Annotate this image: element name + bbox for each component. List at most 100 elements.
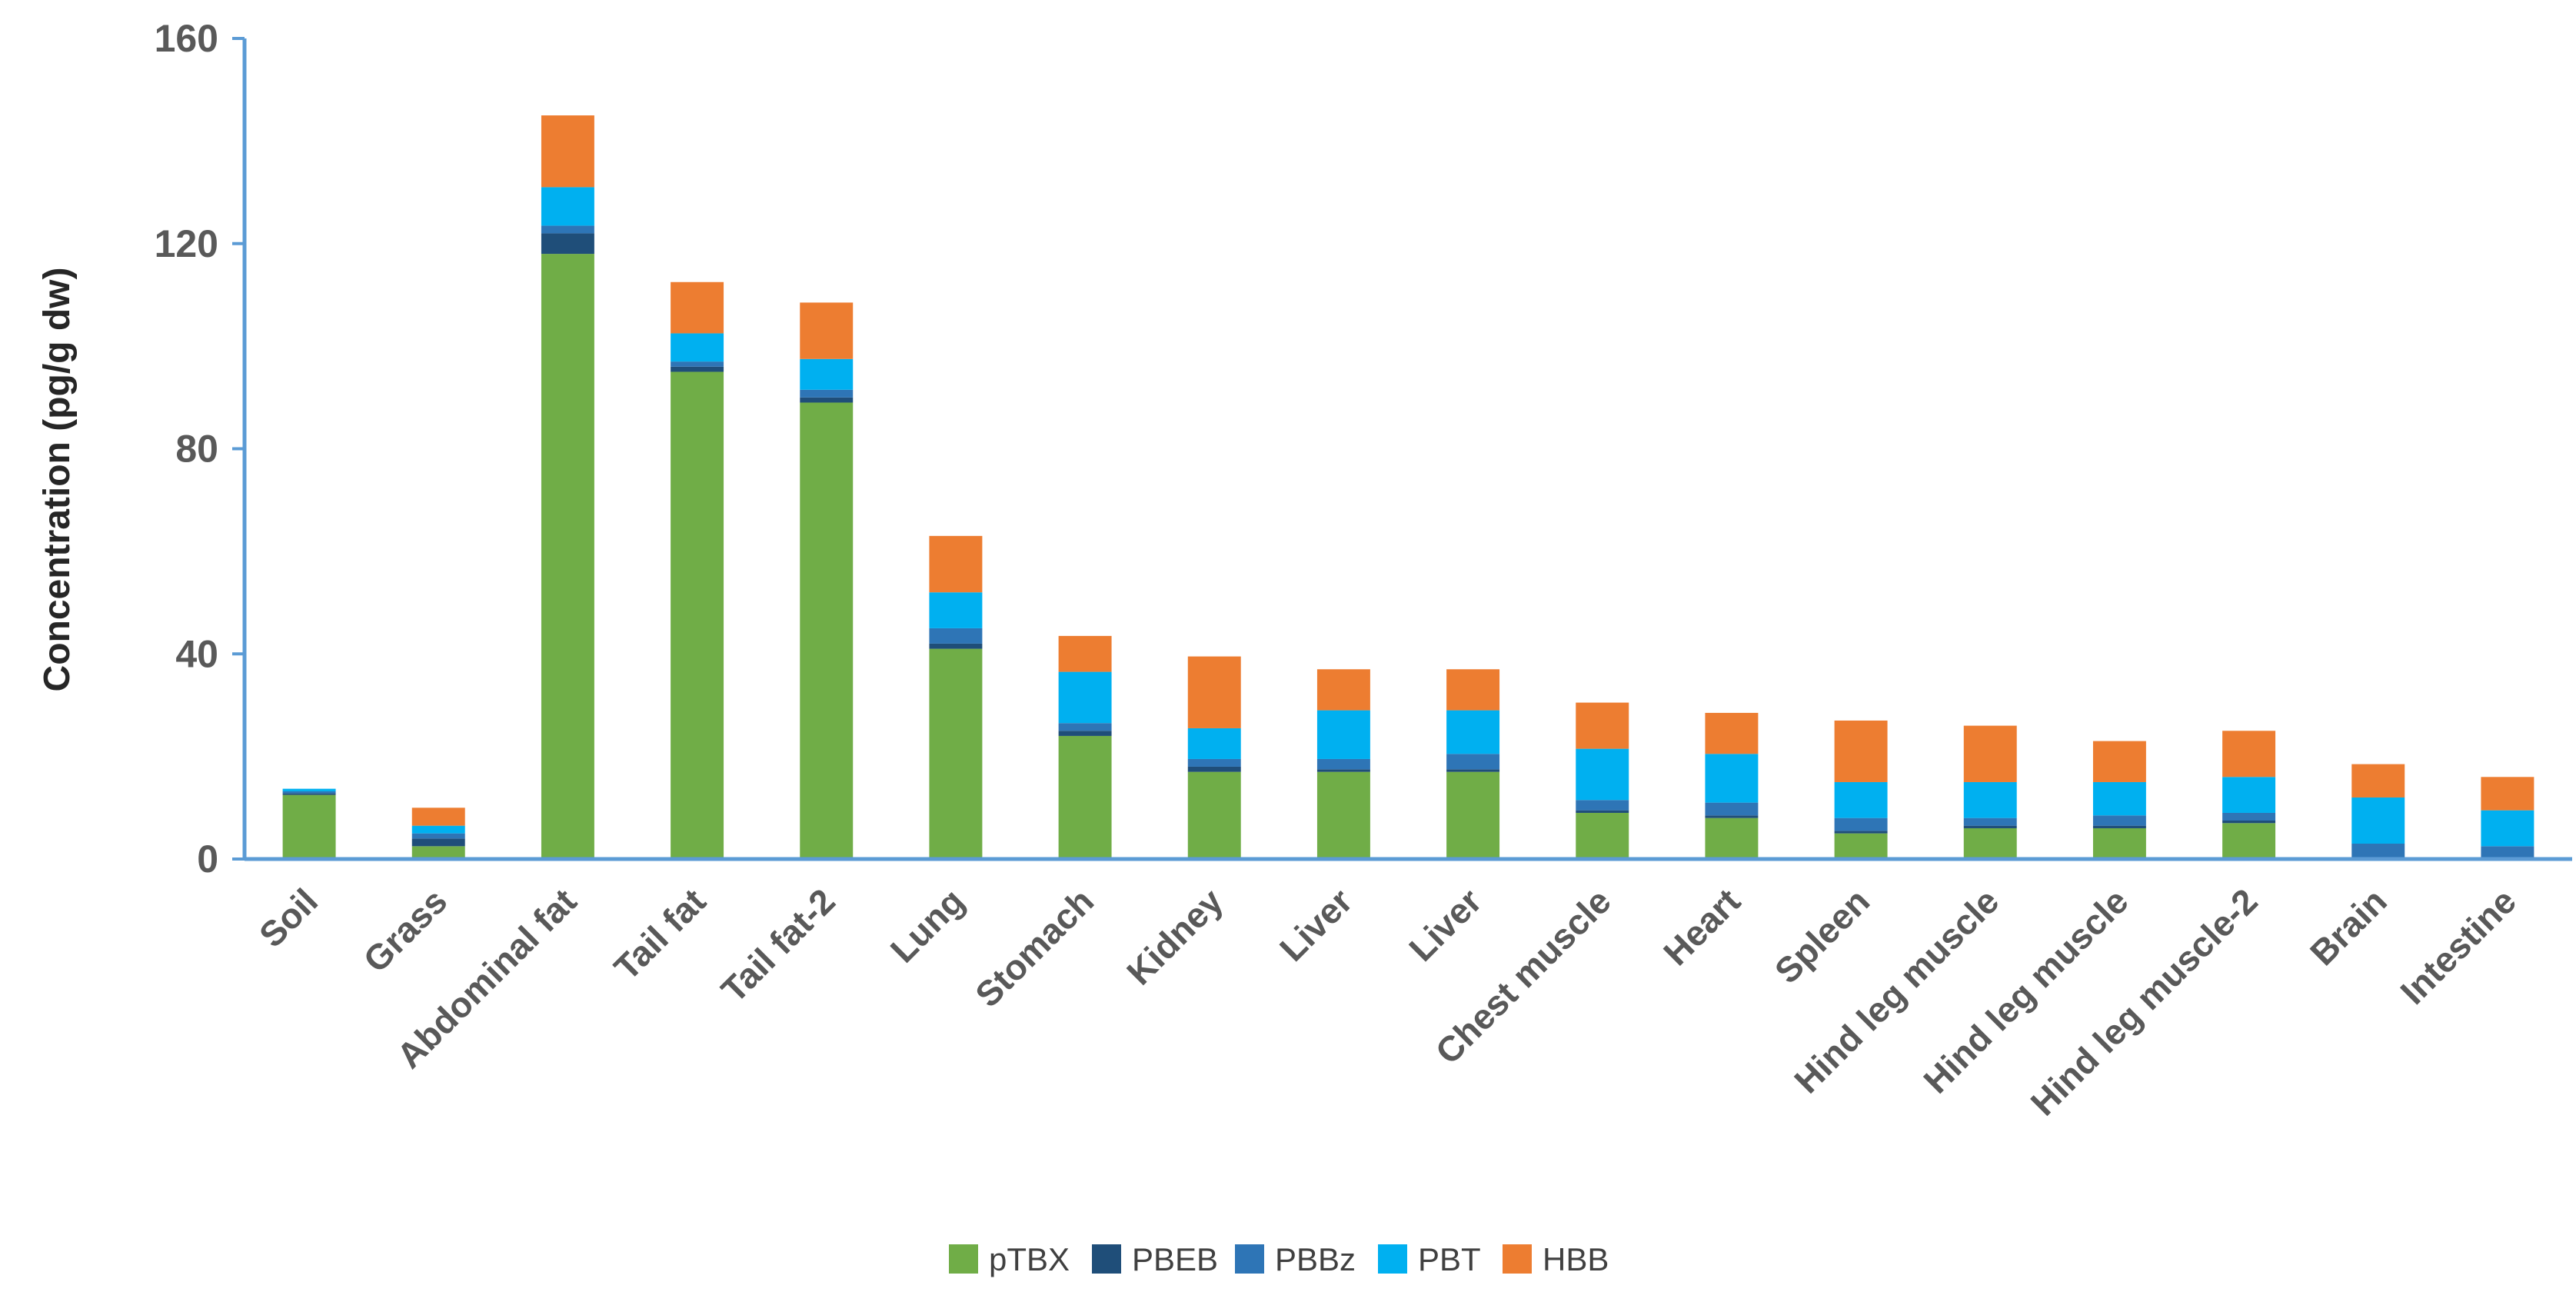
bar-stack <box>1058 635 1112 859</box>
bar-stack <box>1576 702 1629 859</box>
legend-label: PBBz <box>1275 1241 1356 1277</box>
bar-segment <box>1316 669 1370 711</box>
bar-stack <box>2222 731 2276 859</box>
bar-segment <box>1705 802 1759 816</box>
bar-segment <box>1058 735 1112 859</box>
bar-segment <box>929 648 983 859</box>
bar-segment <box>800 402 854 859</box>
legend: pTBX PBEB PBBz PBT HBB <box>949 1241 1609 1277</box>
legend-swatch <box>1378 1244 1407 1274</box>
bar-stack <box>1963 725 2017 859</box>
bar-stack <box>282 788 336 859</box>
legend-swatch <box>1092 1244 1121 1274</box>
bar-stack <box>2092 741 2146 859</box>
y-tick-label: 120 <box>155 222 218 265</box>
bar-segment <box>1058 635 1112 672</box>
y-tick-label: 40 <box>175 632 218 675</box>
bar-segment <box>2092 827 2146 859</box>
bar-stacks <box>282 115 2534 859</box>
bar-stack <box>671 281 724 859</box>
bar-segment <box>1705 817 1759 859</box>
bar-segment <box>541 225 594 234</box>
bar-segment <box>671 281 724 334</box>
bar-segment <box>1834 720 1888 782</box>
bar-segment <box>282 788 336 791</box>
bar-segment <box>282 793 336 795</box>
legend-item: PBT <box>1378 1241 1481 1277</box>
y-tick-label: 80 <box>175 428 218 471</box>
bar-segment <box>1834 831 1888 834</box>
bar-segment <box>1446 669 1500 711</box>
bar-stack <box>2481 777 2534 859</box>
x-category-label: Grass <box>355 881 454 980</box>
bar-segment <box>282 794 336 859</box>
bar-segment <box>1834 781 1888 818</box>
x-category-label: Tail fat-2 <box>714 881 843 1010</box>
bar-segment <box>1316 758 1370 770</box>
bar-segment <box>1058 671 1112 724</box>
x-category-label: Tail fat <box>606 881 713 987</box>
bar-stack <box>1316 669 1370 859</box>
bar-segment <box>2351 843 2405 859</box>
bar-segment <box>1187 758 1241 767</box>
x-category-label: Intestine <box>2392 881 2524 1012</box>
bar-segment <box>411 825 465 834</box>
bar-segment <box>800 302 854 359</box>
bar-segment <box>671 371 724 859</box>
bar-segment <box>2222 777 2276 813</box>
bar-stack <box>929 535 983 859</box>
bar-segment <box>671 366 724 372</box>
x-category-label: Liver <box>1401 881 1489 969</box>
bar-segment <box>1963 725 2017 782</box>
legend-label: PBEB <box>1132 1241 1218 1277</box>
x-category-label: Spleen <box>1767 881 1877 991</box>
bar-segment <box>1576 810 1629 813</box>
x-category-label: Kidney <box>1119 881 1231 993</box>
x-category-label: Stomach <box>967 881 1101 1014</box>
bar-segment <box>671 333 724 362</box>
bar-segment <box>1963 825 2017 828</box>
y-tick-label: 160 <box>155 17 218 60</box>
bar-segment <box>282 791 336 794</box>
bar-segment <box>800 397 854 403</box>
bar-stack <box>1187 656 1241 859</box>
bar-segment <box>800 358 854 390</box>
y-tick-label: 0 <box>197 837 218 881</box>
bar-segment <box>2351 764 2405 798</box>
bar-segment <box>2222 812 2276 821</box>
bar-segment <box>1576 812 1629 859</box>
bar-segment <box>929 643 983 649</box>
bar-segment <box>1705 712 1759 754</box>
x-category-label: Hind leg muscle-2 <box>2023 881 2265 1123</box>
bar-segment <box>929 628 983 644</box>
bar-segment <box>1058 723 1112 731</box>
legend-item: pTBX <box>949 1241 1070 1277</box>
legend-item: PBBz <box>1235 1241 1356 1277</box>
x-category-label: Soil <box>251 881 325 954</box>
bar-stack <box>800 302 854 859</box>
bar-stack <box>1705 712 1759 859</box>
bar-segment <box>1576 702 1629 749</box>
x-category-label: Lung <box>883 881 972 970</box>
bar-segment <box>541 254 594 859</box>
bar-segment <box>1963 817 2017 826</box>
legend-label: PBT <box>1418 1241 1481 1277</box>
bar-stack <box>411 808 465 859</box>
bar-segment <box>2481 810 2534 847</box>
y-axis-ticks: 0 40 80 120 160 <box>155 17 245 881</box>
bar-segment <box>1187 656 1241 728</box>
bar-segment <box>2481 777 2534 811</box>
bar-segment <box>1834 833 1888 859</box>
legend-swatch <box>949 1244 978 1274</box>
bar-segment <box>1058 731 1112 736</box>
bar-stack <box>541 115 594 859</box>
bar-segment <box>1316 710 1370 759</box>
bar-segment <box>1705 754 1759 803</box>
bar-stack <box>2351 764 2405 859</box>
bar-segment <box>541 187 594 226</box>
legend-label: HBB <box>1543 1241 1609 1277</box>
bar-segment <box>929 592 983 628</box>
legend-label: pTBX <box>989 1241 1070 1277</box>
bar-segment <box>411 808 465 826</box>
